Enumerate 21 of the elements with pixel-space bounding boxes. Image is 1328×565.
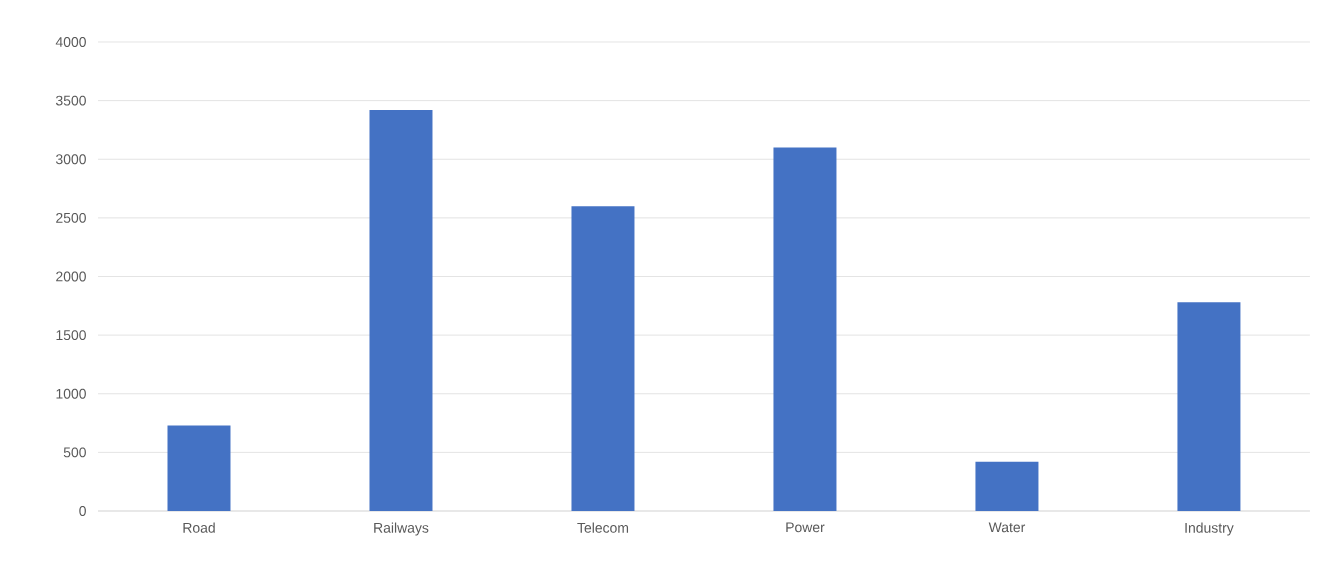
y-tick-label: 0	[79, 506, 86, 516]
x-tick-label: Road	[183, 522, 215, 533]
y-tick-label: 2500	[56, 212, 86, 223]
bar	[167, 425, 231, 511]
bar	[1177, 302, 1241, 511]
x-tick-label: Telecom	[577, 522, 629, 533]
y-tick-label: 2000	[56, 271, 86, 282]
x-tick-label: Water	[988, 522, 1026, 533]
bar	[975, 461, 1039, 511]
bar	[773, 147, 837, 511]
y-tick-label: 500	[63, 447, 86, 458]
y-tick-label: 3000	[55, 154, 86, 165]
y-tick-label: 1000	[56, 388, 86, 399]
bar	[571, 206, 635, 511]
x-tick-label: Power	[786, 522, 825, 533]
x-tick-label: Industry	[1185, 522, 1234, 536]
x-tick-label: Railways	[374, 522, 429, 536]
y-tick-label: 1500	[56, 330, 86, 341]
y-tick-label: 3500	[55, 95, 86, 106]
y-tick-label: 4000	[55, 37, 86, 47]
bar	[369, 110, 433, 511]
